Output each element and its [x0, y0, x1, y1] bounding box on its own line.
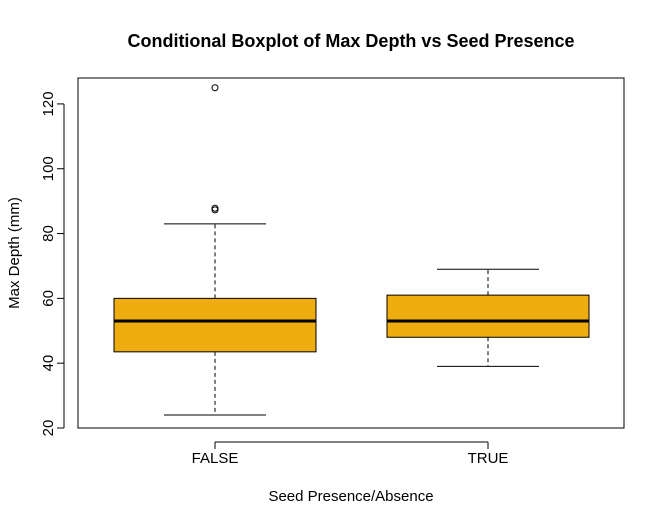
y-tick-label: 40 [40, 355, 57, 372]
box-false [113, 84, 317, 416]
x-tick-label: FALSE [192, 450, 239, 467]
outlier-point [211, 84, 219, 92]
y-axis: 20 40 60 80 100 120 [40, 91, 65, 437]
y-tick-label: 60 [40, 290, 57, 307]
iqr-box [386, 294, 590, 338]
y-tick-label: 120 [40, 91, 57, 116]
y-axis-label: Max Depth (mm) [6, 197, 23, 309]
y-tick-label: 100 [40, 156, 57, 181]
plot-frame [77, 77, 625, 429]
y-tick-label: 80 [40, 225, 57, 242]
chart-title: Conditional Boxplot of Max Depth vs Seed… [127, 31, 574, 51]
y-tick-label: 20 [40, 420, 57, 437]
iqr-box [113, 297, 317, 353]
x-axis: FALSE TRUE [192, 441, 509, 467]
boxes-layer [113, 84, 590, 416]
x-axis-label: Seed Presence/Absence [268, 488, 433, 505]
outlier-point [211, 204, 219, 212]
x-tick-label: TRUE [468, 450, 509, 467]
box-true [386, 268, 590, 367]
